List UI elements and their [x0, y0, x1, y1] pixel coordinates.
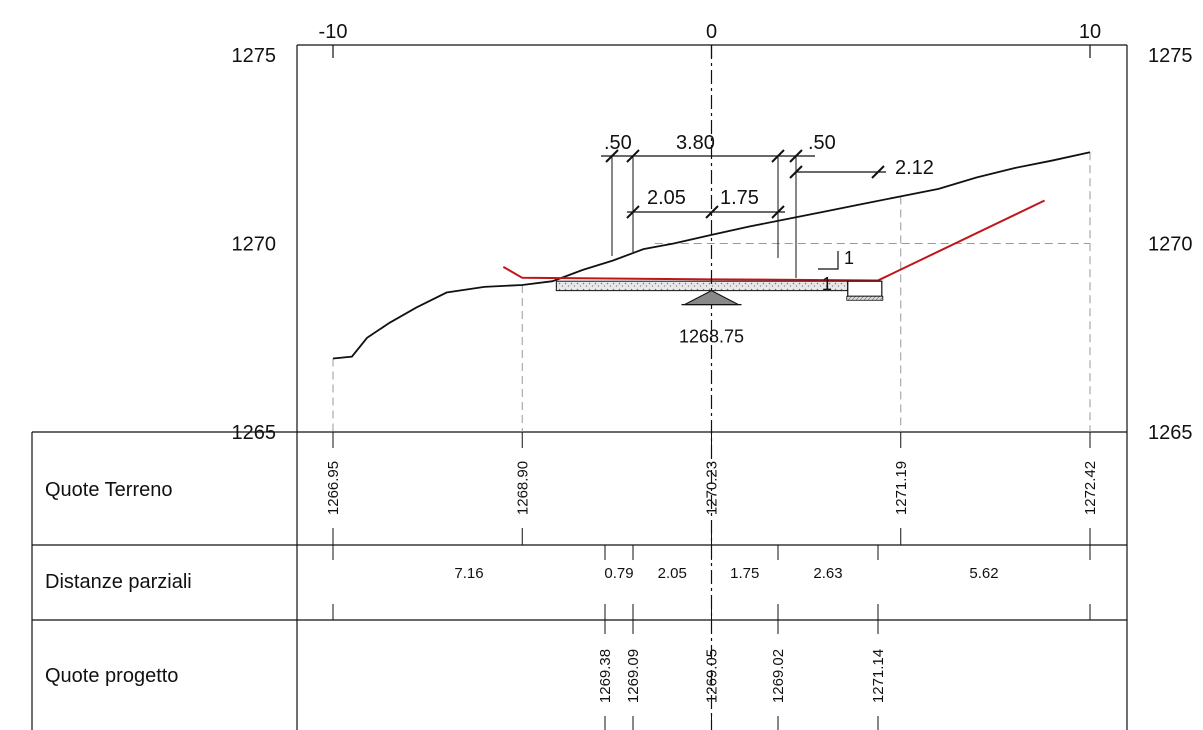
drain-box: [847, 280, 883, 297]
design-values: 1269.38 1269.09 1269.05 1269.02 1271.14: [597, 620, 887, 730]
slope-run-label: 1: [822, 274, 832, 294]
dim-top-middle: 3.80: [676, 132, 715, 154]
x-tick-label: 0: [706, 21, 717, 43]
y-tick-label-right: 1270: [1148, 234, 1193, 256]
partial-distance-value: 7.16: [454, 565, 483, 582]
design-value: 1269.09: [625, 649, 642, 703]
terrain-values: 1266.95 1268.90 1270.23 1271.19 1272.42: [325, 432, 1099, 545]
dim-top-right: .50: [808, 132, 836, 154]
dim-second-left: 2.05: [647, 187, 686, 209]
partial-distance-value: 2.63: [813, 565, 842, 582]
row-label-terrain: Quote Terreno: [45, 479, 173, 501]
partial-distance-value: 0.79: [604, 565, 633, 582]
x-tick-label: -10: [319, 21, 348, 43]
reference-triangle-icon: [684, 290, 739, 306]
partial-distance-value: 1.75: [730, 565, 759, 582]
dim-right-offset: 2.12: [895, 157, 934, 179]
row-label-partial-distances: Distanze parziali: [45, 571, 192, 593]
dimension-lines: .50 3.80 .50 2.12 2.05 1.75: [601, 132, 934, 278]
terrain-value: 1272.42: [1082, 461, 1099, 515]
gravel-layer: [555, 280, 849, 292]
terrain-profile-line: [332, 151, 1091, 360]
terrain-value: 1268.90: [514, 461, 531, 515]
terrain-value: 1270.23: [704, 461, 721, 515]
y-tick-label-left: 1270: [232, 234, 277, 256]
partial-distance-value: 5.62: [969, 565, 998, 582]
y-tick-label-right: 1265: [1148, 422, 1193, 444]
dashed-guides: [332, 152, 1091, 432]
partial-distance-values: 7.16 0.79 2.05 1.75 2.63 5.62: [332, 545, 1091, 620]
dim-second-right: 1.75: [720, 187, 759, 209]
terrain-value: 1271.19: [893, 461, 910, 515]
slope-indicator: 1 1: [818, 248, 854, 294]
x-axis-ticks: -10 0 10: [319, 21, 1101, 58]
design-value: 1271.14: [870, 649, 887, 703]
reference-elevation-label: 1268.75: [679, 327, 744, 347]
design-value: 1269.05: [704, 649, 721, 703]
terrain-value: 1266.95: [325, 461, 342, 515]
slope-rise-label: 1: [844, 248, 854, 268]
partial-distance-value: 2.05: [658, 565, 687, 582]
row-label-design: Quote progetto: [45, 665, 178, 687]
design-value: 1269.02: [770, 649, 787, 703]
design-value: 1269.38: [597, 649, 614, 703]
y-axis-labels: 1275 1275 1270 1270 1265 1265: [232, 45, 1193, 444]
dim-top-left: .50: [604, 132, 632, 154]
drain-base: [846, 295, 884, 301]
y-tick-label-right: 1275: [1148, 45, 1193, 67]
x-tick-label: 10: [1079, 21, 1101, 43]
y-tick-label-left: 1275: [232, 45, 277, 67]
y-tick-label-left: 1265: [232, 422, 277, 444]
